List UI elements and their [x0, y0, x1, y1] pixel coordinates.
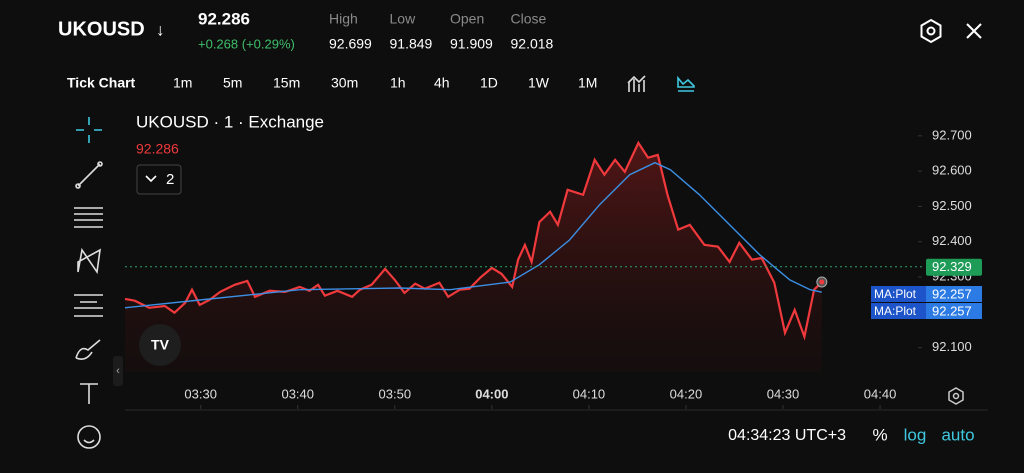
- y-tick-label: 92.500: [932, 198, 972, 213]
- crosshair-tool[interactable]: [76, 117, 102, 143]
- stat-label: Open: [450, 11, 484, 27]
- timeframe[interactable]: 30m: [331, 75, 358, 91]
- x-tick-label: 04:40: [864, 386, 897, 401]
- projection-tool[interactable]: [74, 294, 103, 317]
- text-tool[interactable]: [80, 383, 98, 404]
- last-value: 92.286: [136, 141, 179, 157]
- change: +0.268 (+0.29%): [198, 36, 295, 51]
- indicator-count: 2: [166, 171, 174, 188]
- toolbar: [74, 117, 103, 449]
- timeframe[interactable]: 1D: [480, 75, 498, 91]
- indicator-toggle[interactable]: [136, 164, 182, 195]
- y-tick-label: 92.100: [932, 339, 972, 354]
- ma-name: MA:Plot: [874, 304, 917, 318]
- ma-value: 92.257: [932, 286, 972, 301]
- y-tick-label: 92.600: [932, 163, 972, 178]
- x-tick-label: 04:00: [475, 386, 508, 401]
- x-tick-label: 04:10: [573, 386, 606, 401]
- pattern-tool[interactable]: [77, 247, 102, 275]
- close-icon[interactable]: [966, 23, 982, 39]
- price-label: 92.329: [932, 259, 972, 274]
- fib-tool[interactable]: [74, 207, 103, 228]
- direction: ↓: [156, 20, 165, 39]
- ma-value-bg: [926, 303, 982, 319]
- collapse-handle[interactable]: [113, 356, 123, 386]
- ma-name: MA:Plot: [874, 287, 917, 301]
- auto-toggle[interactable]: auto: [941, 425, 974, 444]
- price-line: [124, 140, 823, 341]
- timeframe[interactable]: 1m: [173, 75, 192, 91]
- ma-line: [124, 161, 822, 309]
- last-dot: [819, 279, 825, 285]
- timeframe[interactable]: 4h: [434, 75, 450, 91]
- brush-tool[interactable]: [75, 339, 101, 360]
- x-tick-label: 04:20: [670, 386, 703, 401]
- ma-name-bg: [871, 303, 926, 319]
- symbol[interactable]: UKOUSD: [58, 18, 145, 40]
- ma-name-bg: [871, 286, 926, 302]
- timeframe[interactable]: 1h: [390, 75, 406, 91]
- x-tick-label: 03:40: [281, 386, 314, 401]
- y-tick-label: 92.400: [932, 233, 972, 248]
- timeframe[interactable]: 15m: [273, 75, 300, 91]
- log-toggle[interactable]: log: [904, 425, 927, 444]
- x-tick-label: 03:50: [379, 386, 412, 401]
- plot: 03:30 03:40 03:50 04:00 04:10 04:20 04:30 04:40…: [124, 127, 982, 409]
- timeframe[interactable]: 1W: [528, 75, 550, 91]
- ma-value-bg: [926, 286, 982, 302]
- price-area: [125, 142, 822, 372]
- chart-title: UKOUSD · 1 · Exchange: [136, 112, 324, 131]
- ma-value: 92.257: [932, 303, 972, 318]
- stat-label: Low: [390, 11, 417, 27]
- stat-value: 91.909: [450, 36, 493, 52]
- timeframes: Tick Chart 1m 5m 15m 30m 1h 4h 1D 1W 1M: [67, 75, 597, 91]
- x-tick-label: 03:30: [184, 386, 217, 401]
- trend-line-tool[interactable]: [75, 161, 103, 189]
- header: UKOUSD ↓ 92.286 +0.268 (+0.29%) High 92.6…: [58, 9, 982, 52]
- chart-type-icon[interactable]: [677, 75, 695, 92]
- clock: 04:34:23 UTC+3: [728, 427, 846, 444]
- percent-toggle[interactable]: %: [872, 425, 887, 444]
- timeframe[interactable]: 1M: [578, 75, 597, 91]
- indicators-icon[interactable]: [627, 75, 646, 92]
- timeframe[interactable]: 5m: [223, 75, 242, 91]
- svg-text:TV: TV: [151, 337, 170, 353]
- timeframe[interactable]: Tick Chart: [67, 75, 136, 91]
- axis-settings-icon[interactable]: [948, 387, 964, 405]
- stat-value: 91.849: [390, 36, 433, 52]
- emoji-tool[interactable]: [77, 425, 101, 449]
- stat-value: 92.018: [511, 36, 554, 52]
- price-label-bg: [926, 258, 982, 276]
- chevron: [145, 175, 157, 183]
- stat-label: Close: [511, 11, 547, 27]
- settings-icon[interactable]: [920, 18, 942, 44]
- tv-logo: TV: [139, 324, 181, 366]
- stat-value: 92.699: [329, 36, 372, 52]
- y-tick-label: 92.700: [932, 127, 972, 142]
- collapse-arrow: ‹: [116, 365, 120, 377]
- x-tick-label: 04:30: [767, 386, 800, 401]
- price: 92.286: [198, 9, 250, 28]
- stat-label: High: [329, 11, 358, 27]
